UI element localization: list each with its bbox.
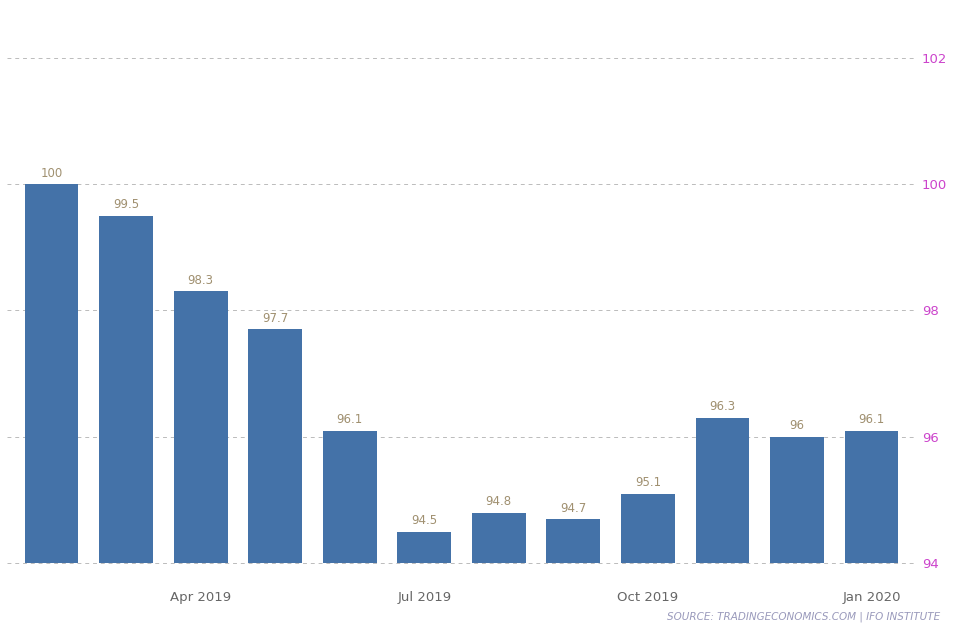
Text: 100: 100 <box>40 167 63 179</box>
Bar <box>322 431 376 563</box>
Bar <box>248 329 302 563</box>
Text: SOURCE: TRADINGECONOMICS.COM | IFO INSTITUTE: SOURCE: TRADINGECONOMICS.COM | IFO INSTI… <box>666 611 939 622</box>
Bar <box>472 513 525 563</box>
Bar <box>173 291 228 563</box>
Text: 99.5: 99.5 <box>113 198 139 211</box>
Bar <box>769 437 822 563</box>
Bar <box>843 431 898 563</box>
Text: 96: 96 <box>788 419 803 432</box>
Bar <box>99 216 152 563</box>
Text: 96.1: 96.1 <box>858 413 883 426</box>
Bar <box>397 532 451 563</box>
Text: 96.1: 96.1 <box>336 413 362 426</box>
Text: 94.7: 94.7 <box>559 502 586 515</box>
Text: 94.5: 94.5 <box>411 515 436 527</box>
Text: 95.1: 95.1 <box>634 476 660 489</box>
Bar <box>25 184 78 563</box>
Text: 94.8: 94.8 <box>485 495 512 508</box>
Text: 96.3: 96.3 <box>709 401 735 413</box>
Bar <box>695 418 748 563</box>
Bar <box>546 519 599 563</box>
Text: 97.7: 97.7 <box>262 312 288 325</box>
Text: 98.3: 98.3 <box>188 274 213 287</box>
Bar <box>620 494 674 563</box>
